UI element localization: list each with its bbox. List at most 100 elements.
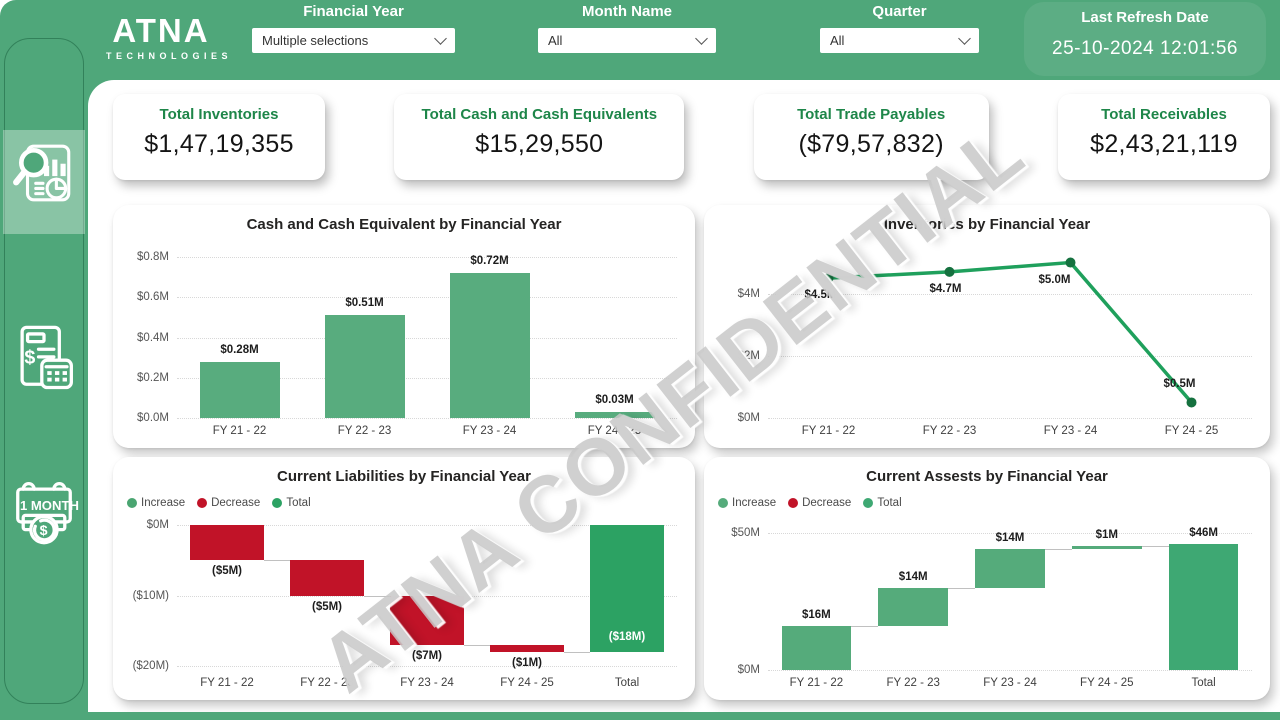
kpi-title: Total Receivables [1101, 106, 1227, 123]
legend-item-increase[interactable]: Increase [718, 497, 776, 509]
legend-label: Decrease [802, 497, 852, 509]
legend-item-decrease[interactable]: Decrease [197, 497, 260, 509]
report-analysis-icon [11, 140, 77, 211]
x-axis-label: FY 23 - 24 [400, 677, 454, 689]
waterfall-bar[interactable] [781, 626, 852, 670]
filter-financial-year: Financial Year Multiple selections [252, 3, 455, 53]
kpi-title: Total Cash and Cash Equivalents [421, 106, 658, 123]
sidebar-item-one-month-cycle[interactable]: 1 MONTH $ [0, 476, 88, 551]
x-axis-label: FY 22 - 23 [337, 425, 392, 437]
chart-title: Inventories by Financial Year [883, 216, 1091, 233]
x-axis-label: FY 22 - 23 [922, 425, 977, 437]
x-axis-label: Total [1191, 677, 1216, 689]
waterfall-legend: Increase Decrease Total [718, 497, 902, 509]
logo-sub-text: TECHNOLOGIES [106, 51, 233, 61]
legend-label: Increase [141, 497, 186, 509]
waterfall-bar[interactable] [975, 549, 1045, 588]
legend-item-total[interactable]: Total [863, 497, 902, 509]
gridline [768, 418, 1252, 419]
bar-value-label: $14M [995, 532, 1025, 545]
x-axis-label: FY 21 - 22 [801, 425, 856, 437]
filter-month-name: Month Name All [538, 3, 716, 53]
bar-value-label: $0.72M [470, 255, 509, 268]
waterfall-bar[interactable] [190, 524, 264, 561]
gridline [177, 337, 677, 339]
month-name-dropdown[interactable]: All [538, 28, 716, 53]
kpi-value: $2,43,21,119 [1090, 130, 1238, 158]
sidebar-item-financial-documents[interactable]: $ [0, 323, 88, 398]
sidebar-pill-outline [4, 38, 84, 704]
gridline [768, 355, 1252, 357]
header-bar: ATNA TECHNOLOGIES Financial Year Multipl… [0, 0, 1280, 80]
bar-value-label: $0.28M [220, 343, 259, 356]
bar[interactable] [324, 315, 405, 418]
sidebar-nav: $ 1 MONTH $ [0, 0, 88, 720]
kpi-row: Total Inventories $1,47,19,355 Total Cas… [113, 94, 1270, 180]
y-axis-label: $2M [737, 349, 760, 362]
legend-dot-icon [788, 498, 799, 508]
legend-label: Decrease [211, 497, 261, 509]
legend-item-increase[interactable]: Increase [127, 497, 185, 509]
bar[interactable] [199, 361, 280, 418]
legend-label: Increase [732, 497, 777, 509]
filter-quarter: Quarter All [820, 3, 979, 53]
main-content: Total Inventories $1,47,19,355 Total Cas… [88, 80, 1280, 712]
line-series [823, 257, 1197, 408]
legend-dot-icon [863, 498, 874, 508]
waterfall-bar[interactable] [878, 587, 949, 627]
financial-year-dropdown[interactable]: Multiple selections [252, 28, 455, 53]
kpi-title: Total Trade Payables [797, 106, 946, 123]
waterfall-bar[interactable] [1071, 546, 1142, 550]
kpi-card-total-inventories: Total Inventories $1,47,19,355 [113, 94, 325, 180]
bar-value-label: $0.51M [345, 297, 384, 310]
legend-item-total[interactable]: Total [272, 497, 311, 509]
last-refresh-value: 25-10-2024 12:01:56 [1052, 38, 1238, 59]
point-value-label: $5.0M [1038, 273, 1071, 286]
chart-card-current-assets: Current Assests by Financial Year Increa… [704, 457, 1270, 700]
waterfall-bar[interactable] [290, 560, 364, 596]
liabilities-waterfall-plot: $0M ($10M) ($20M) FY 21 - 22 FY 22 - 23 FY 23… [133, 519, 677, 689]
charts-grid: Cash and Cash Equivalent by Financial Ye… [113, 205, 1270, 700]
bar-value-label: $16M [802, 609, 831, 622]
one-month-calendar-icon: 1 MONTH $ [9, 476, 79, 551]
waterfall-bar[interactable] [390, 595, 464, 646]
legend-label: Total [286, 497, 311, 509]
waterfall-bar[interactable] [1168, 543, 1239, 670]
chart-title: Cash and Cash Equivalent by Financial Ye… [246, 216, 562, 233]
legend-item-decrease[interactable]: Decrease [788, 497, 851, 509]
sidebar-item-report-analysis[interactable] [0, 140, 88, 211]
chevron-down-icon [695, 32, 708, 45]
y-axis-label: $50M [731, 526, 760, 539]
bar-value-label: $46M [1189, 526, 1218, 539]
gridline [177, 666, 677, 668]
gridline [177, 297, 677, 299]
x-axis-label: FY 21 - 22 [200, 677, 254, 689]
y-axis-label: $0.6M [137, 291, 169, 304]
chart-card-inventories-by-fy: Inventories by Financial Year $0M $2M $4M F… [704, 205, 1270, 448]
gridline [177, 524, 677, 526]
kpi-value: $15,29,550 [475, 130, 604, 158]
bar[interactable] [574, 411, 655, 418]
x-axis-label: FY 22 - 23 [300, 677, 354, 689]
waterfall-bar[interactable] [590, 524, 664, 653]
x-axis-label: FY 23 - 24 [1043, 425, 1098, 437]
invoice-calculator-icon: $ [9, 323, 79, 398]
quarter-dropdown[interactable]: All [820, 28, 979, 53]
x-axis-label: FY 22 - 23 [886, 677, 940, 689]
y-axis-label: $4M [737, 287, 760, 300]
bar-value-label: $14M [898, 570, 928, 583]
company-logo: ATNA TECHNOLOGIES [106, 14, 233, 61]
legend-dot-icon [272, 498, 283, 508]
x-axis-label: FY 24 - 25 [1164, 425, 1219, 437]
connector-line [1141, 546, 1169, 548]
waterfall-bar[interactable] [490, 645, 564, 653]
y-axis-label: $0M [737, 412, 760, 424]
waterfall-legend: Increase Decrease Total [127, 497, 311, 509]
connector-line [851, 626, 879, 628]
bar-value-label: ($1M) [511, 657, 543, 670]
bar[interactable] [449, 273, 530, 418]
gridline [177, 418, 677, 419]
chart-card-cash-by-fy: Cash and Cash Equivalent by Financial Ye… [113, 205, 695, 448]
y-axis-label: ($10M) [132, 589, 169, 602]
